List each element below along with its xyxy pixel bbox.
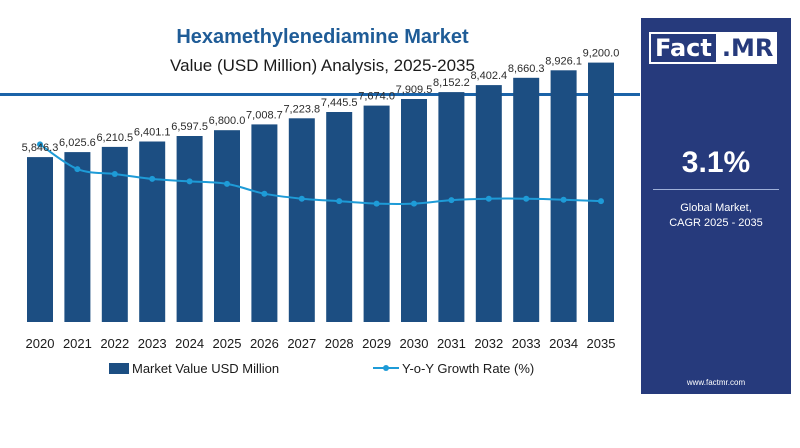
bar-2020: [27, 157, 53, 322]
x-tick-2029: 2029: [362, 336, 391, 351]
growth-point-2031: [448, 197, 455, 204]
data-label-2026: 7,008.7: [246, 109, 283, 121]
x-tick-2034: 2034: [549, 336, 578, 351]
x-tick-2022: 2022: [100, 336, 129, 351]
logo-fact-text: Fact: [649, 32, 718, 64]
data-label-2023: 6,401.1: [134, 127, 171, 139]
growth-point-2033: [523, 195, 530, 202]
x-tick-2021: 2021: [63, 336, 92, 351]
growth-rate-line: [39, 143, 602, 205]
bar-2023: [139, 141, 166, 322]
legend: Market Value USD Million Y-o-Y Growth Ra…: [109, 361, 534, 376]
legend-line-label: Y-o-Y Growth Rate (%): [402, 361, 534, 376]
title-divider: [0, 93, 640, 96]
growth-point-2027: [298, 195, 305, 202]
data-label-2022: 6,210.5: [96, 132, 133, 144]
bar-2021: [64, 152, 91, 322]
growth-point-2024: [186, 178, 193, 185]
fact-mr-sidebar: Fact .MR 3.1% Global Market, CAGR 2025 -…: [641, 18, 791, 394]
bar-2031: [438, 92, 465, 322]
logo-mr-text: .MR: [717, 32, 778, 64]
cagr-value: 3.1%: [681, 146, 751, 179]
cagr-divider: [653, 189, 779, 190]
x-tick-2020: 2020: [26, 336, 55, 351]
growth-point-2022: [111, 171, 118, 177]
website-url: www.factmr.com: [686, 378, 746, 387]
data-label-2029: 7,674.0: [358, 91, 395, 103]
growth-point-2028: [336, 198, 343, 205]
x-tick-2031: 2031: [437, 336, 466, 351]
x-tick-2030: 2030: [400, 336, 429, 351]
bar-2026: [251, 124, 278, 323]
legend-line-marker: [383, 365, 389, 371]
growth-point-2030: [411, 200, 417, 207]
data-label-2025: 6,800.0: [209, 115, 246, 127]
growth-point-2026: [261, 190, 268, 197]
chart-frame: Hexamethylenediamine Market Value (USD M…: [0, 18, 791, 394]
bars-group: [27, 62, 614, 323]
growth-point-2021: [74, 166, 81, 173]
x-tick-2035: 2035: [587, 336, 616, 351]
bar-2028: [326, 112, 353, 322]
data-labels-group: 5,846.3 6,025.6 6,210.5 6,401.1 6,597.5 6,800…: [22, 48, 620, 155]
growth-point-2029: [373, 200, 380, 207]
growth-point-2020: [37, 141, 43, 148]
x-axis-ticks: 2020 2021 2022 2023 2024 2025 2026 2027 2028 2029…: [26, 336, 616, 351]
data-label-2030: 7,909.5: [396, 84, 433, 96]
data-label-2032: 8,402.4: [470, 70, 507, 82]
data-label-2027: 7,223.8: [283, 103, 320, 115]
growth-point-2025: [224, 180, 230, 187]
bar-2027: [288, 118, 315, 322]
x-tick-2033: 2033: [512, 336, 541, 351]
bar-2030: [401, 99, 427, 322]
x-tick-2025: 2025: [213, 336, 242, 351]
growth-point-2032: [485, 195, 492, 202]
chart-plot: 5,846.3 6,025.6 6,210.5 6,401.1 6,597.5 6,800…: [22, 48, 620, 376]
chart-title: Hexamethylenediamine Market: [176, 26, 469, 48]
x-tick-2023: 2023: [138, 336, 167, 351]
x-tick-2032: 2032: [474, 336, 503, 351]
x-tick-2027: 2027: [287, 336, 316, 351]
legend-bar-swatch: [109, 363, 129, 374]
growth-line-group: [37, 141, 604, 207]
data-label-2020: 5,846.3: [22, 142, 59, 154]
bar-2025: [214, 130, 240, 322]
chart-subtitle: Value (USD Million) Analysis, 2025-2035: [170, 56, 475, 75]
data-label-2034: 8,926.1: [545, 55, 582, 67]
x-tick-2026: 2026: [250, 336, 279, 351]
bar-2029: [363, 105, 390, 322]
x-tick-2024: 2024: [175, 336, 204, 351]
data-label-2031: 8,152.2: [433, 77, 470, 89]
fact-mr-logo: Fact .MR: [649, 32, 778, 64]
growth-point-2035: [598, 198, 604, 205]
bar-2032: [475, 85, 502, 322]
x-tick-2028: 2028: [325, 336, 354, 351]
cagr-label-line-1: Global Market,: [680, 202, 752, 214]
growth-point-2034: [560, 196, 567, 203]
data-label-2028: 7,445.5: [321, 97, 358, 109]
bar-2034: [550, 70, 577, 322]
data-label-2021: 6,025.6: [59, 137, 96, 149]
bar-2024: [176, 136, 203, 322]
legend-bar-label: Market Value USD Million: [132, 361, 279, 376]
data-label-2024: 6,597.5: [171, 121, 208, 133]
data-label-2033: 8,660.3: [508, 63, 545, 75]
bar-2035: [588, 62, 614, 322]
growth-point-2023: [149, 175, 156, 182]
cagr-label-line-2: CAGR 2025 - 2035: [669, 217, 763, 229]
data-label-2035: 9,200.0: [583, 48, 620, 60]
